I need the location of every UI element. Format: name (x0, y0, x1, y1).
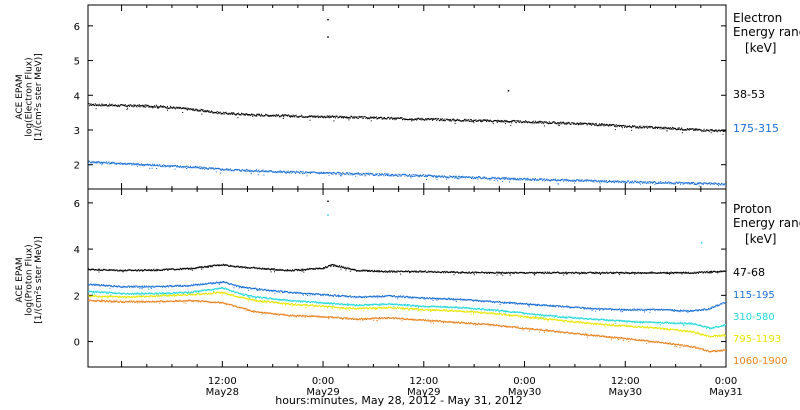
series-38-53 (88, 103, 726, 135)
y-axis-label-line: log(Electron Flux) (25, 57, 35, 136)
legend-title-line: Proton (733, 202, 772, 216)
legend-entry: 47-68 (733, 266, 765, 279)
data-layer (88, 18, 726, 187)
series-795-1193 (88, 291, 726, 338)
outlier-point (327, 18, 329, 21)
legend-title-line: Energy ranges (733, 25, 800, 39)
data-layer (88, 200, 726, 353)
y-axis-label-line: [1/(cm²s ster MeV)] (34, 53, 44, 140)
outlier-point (327, 200, 329, 203)
legend-title-line: Electron (733, 11, 782, 25)
series-trace (88, 160, 726, 186)
legend-title-line: [keV] (745, 41, 776, 55)
series-trace (88, 263, 726, 275)
x-tick-label: 0:00 (715, 376, 737, 387)
x-tick-label: 0:00 (312, 376, 334, 387)
y-axis-label-line: log(Proton Flux) (25, 244, 35, 315)
legend-entry: 310-580 (733, 312, 775, 323)
y-tick-label: 2 (74, 161, 80, 172)
series-115-195 (88, 281, 726, 314)
series-fringe (90, 265, 719, 276)
x-tick-sublabel: May31 (709, 387, 742, 398)
legend-entry: 38-53 (733, 88, 765, 101)
legend-entry: 1060-1900 (733, 356, 788, 367)
series-fringe (92, 282, 718, 314)
legend-title-line: [keV] (745, 232, 776, 246)
x-tick-label: 0:00 (513, 376, 535, 387)
y-tick-label: 5 (74, 57, 80, 68)
series-trace (88, 286, 726, 330)
x-tick-label: 12:00 (208, 376, 237, 387)
x-tick-label: 12:00 (409, 376, 438, 387)
y-tick-label: 4 (74, 91, 80, 102)
series-175-315 (88, 160, 726, 187)
x-axis-label: hours:minutes, May 28, 2012 - May 31, 20… (275, 394, 523, 407)
y-tick-label: 0 (74, 338, 80, 349)
x-tick-sublabel: May29 (407, 387, 440, 398)
electron-panel: 2 3 4 5 6 ACE EPAM log(Electron Flux) [1/(cm²s … (15, 4, 800, 190)
outlier-point (507, 90, 510, 92)
y-tick-label: 2 (74, 291, 80, 302)
x-tick-sublabel: May30 (508, 387, 541, 398)
series-310-580 (88, 286, 726, 330)
series-trace (88, 281, 726, 312)
series-trace (88, 103, 726, 133)
plot-frame (87, 4, 727, 190)
series-fringe (89, 292, 716, 338)
series-trace (88, 299, 726, 353)
series-1060-1900 (88, 299, 726, 353)
y-tick-label: 3 (74, 126, 80, 137)
legend-title-line: Energy ranges (733, 216, 800, 230)
series-47-68 (88, 263, 726, 276)
legend-entry: 795-1193 (733, 334, 781, 345)
outlier-point (700, 242, 703, 244)
x-tick-sublabel: May28 (206, 387, 239, 398)
y-axis-label: ACE EPAM log(Electron Flux) [1/(cm²s ster … (15, 53, 44, 140)
plot-frame (87, 188, 727, 368)
outlier-point (327, 214, 329, 216)
legend-entry: 175-315 (733, 122, 779, 135)
y-axis-label-line: [1/(cm²s ster MeV)] (34, 236, 44, 323)
outlier-point (327, 36, 329, 38)
y-tick-label: 6 (74, 22, 80, 33)
x-tick-sublabel: May30 (609, 387, 642, 398)
y-axis-label-line: ACE EPAM (15, 257, 25, 302)
legend-entry: 115-195 (733, 290, 775, 301)
x-tick-sublabel: May29 (306, 387, 339, 398)
y-tick-label: 6 (74, 199, 80, 210)
y-tick-label: 4 (74, 245, 80, 256)
y-axis-label-line: ACE EPAM (15, 74, 25, 119)
y-axis-label: ACE EPAM log(Proton Flux) [1/(cm²s ster Me… (15, 236, 44, 323)
series-trace (88, 291, 726, 338)
x-tick-label: 12:00 (611, 376, 640, 387)
proton-panel: 024612:00May280:00May2912:00May290:00May… (15, 188, 800, 398)
